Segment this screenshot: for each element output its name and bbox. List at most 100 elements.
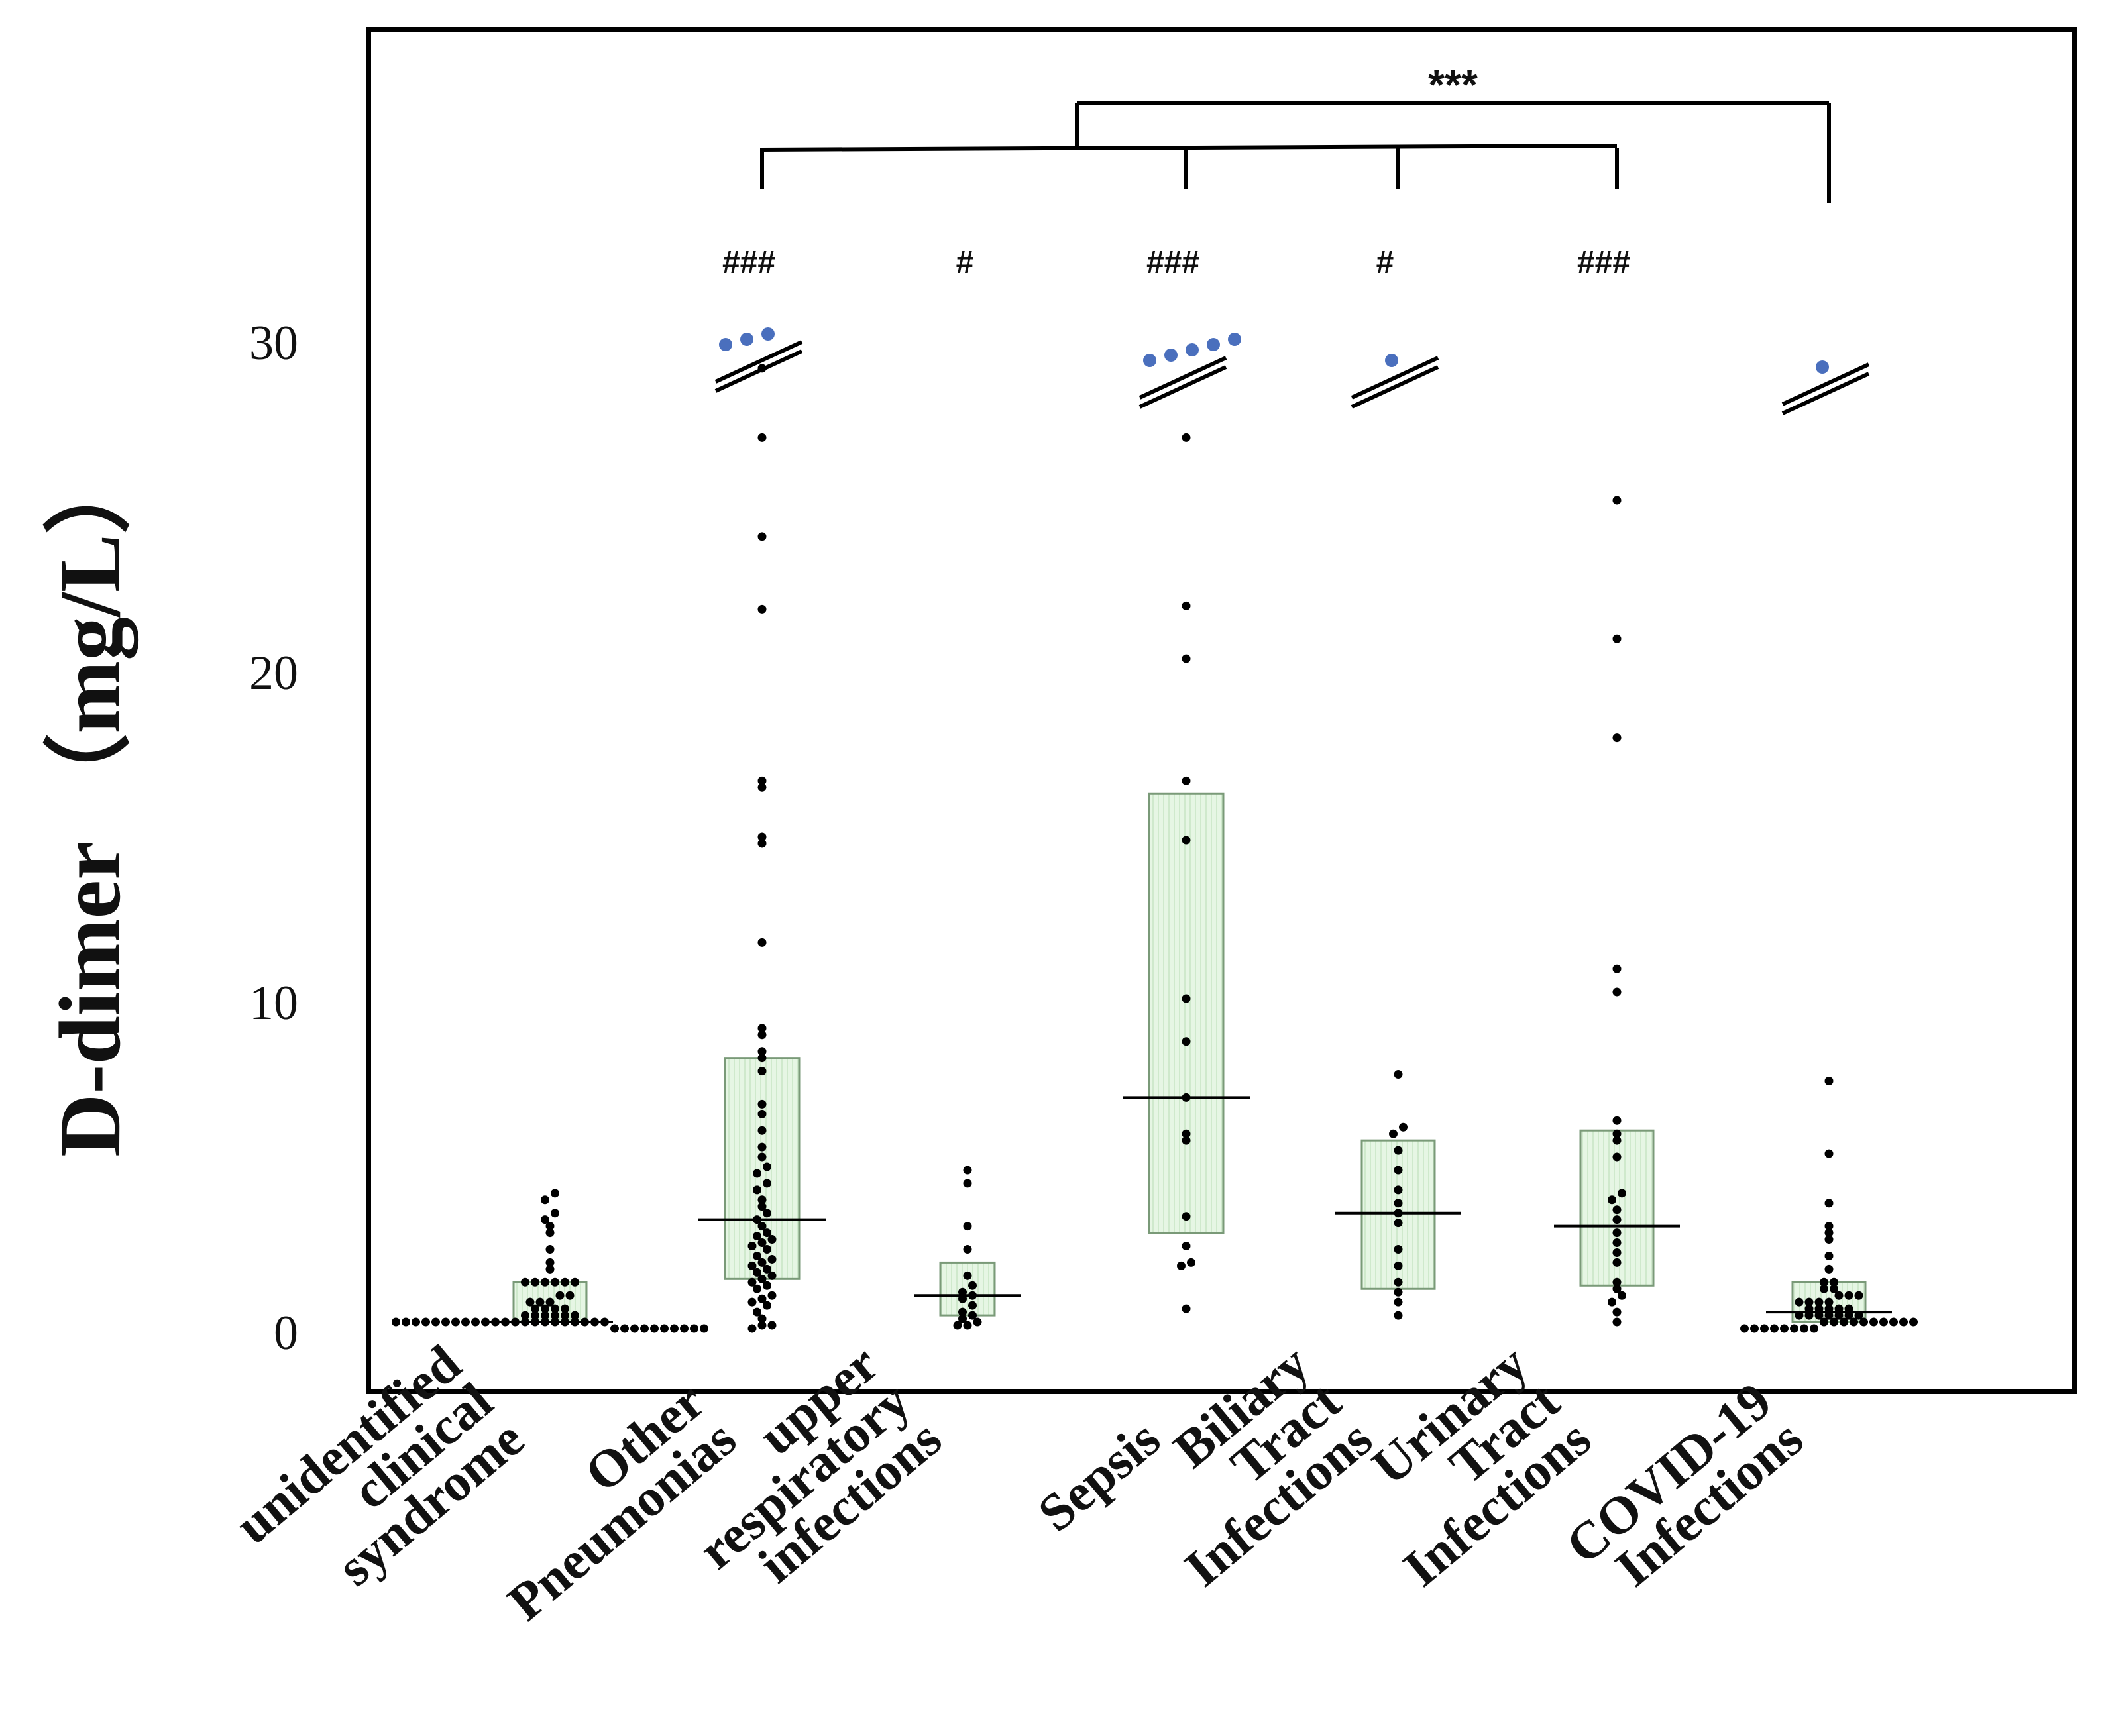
sepsis-point-3 xyxy=(1182,776,1191,785)
urinary-tract-infections-point-21 xyxy=(1612,1307,1622,1317)
unidentified-clinical-syndrome-point-52 xyxy=(610,1324,619,1333)
unidentified-clinical-syndrome-point-6 xyxy=(545,1245,555,1254)
unidentified-clinical-syndrome-point-29 xyxy=(571,1311,579,1320)
covid-19-infections-point-44 xyxy=(1869,1317,1878,1327)
biliary-tract-infections-point-0 xyxy=(1394,1070,1403,1079)
sepsis-axis-break-1 xyxy=(1138,365,1227,409)
other-pneumonias-point-51 xyxy=(747,1324,757,1333)
urinary-tract-infections-point-7 xyxy=(1612,1136,1622,1145)
unidentified-clinical-syndrome-point-17 xyxy=(545,1297,555,1307)
covid-19-infections-point-48 xyxy=(1909,1317,1918,1327)
sepsis-point-10 xyxy=(1182,1212,1191,1221)
unidentified-clinical-syndrome-point-8 xyxy=(545,1264,555,1274)
covid-19-infections-axis-break-0 xyxy=(1781,362,1870,406)
unidentified-clinical-syndrome-point-31 xyxy=(402,1317,410,1327)
unidentified-clinical-syndrome-point-19 xyxy=(565,1291,575,1300)
sepsis-outlier-0 xyxy=(1143,354,1156,367)
sepsis-label-line-0: Sepsis xyxy=(1028,1409,1172,1543)
upper-respiratory-infections-point-9 xyxy=(958,1307,967,1317)
unidentified-clinical-syndrome-point-13 xyxy=(561,1277,569,1287)
other-pneumonias-point-33 xyxy=(753,1251,761,1260)
unidentified-clinical-syndrome-point-55 xyxy=(640,1324,649,1333)
urinary-tract-infections-point-14 xyxy=(1612,1238,1622,1248)
urinary-tract-infections-point-15 xyxy=(1612,1248,1622,1257)
sepsis-point-0 xyxy=(1182,433,1191,442)
sepsis-label: Sepsis xyxy=(1028,1409,1172,1543)
other-pneumonias-point-11 xyxy=(757,1047,767,1056)
upper-respiratory-infections-point-1 xyxy=(963,1179,972,1188)
sepsis-axis-break-0 xyxy=(1138,356,1227,400)
y-axis-label: D-dimer （mg/L） xyxy=(41,447,138,1157)
upper-respiratory-infections-point-14 xyxy=(963,1321,972,1330)
unidentified-clinical-syndrome-point-36 xyxy=(451,1317,460,1327)
covid-19-infections-point-34 xyxy=(1770,1324,1779,1333)
covid-19-infections-point-0 xyxy=(1824,1077,1834,1086)
covid-19-infections-point-3 xyxy=(1824,1222,1834,1231)
biliary-tract-infections-point-13 xyxy=(1394,1297,1403,1307)
covid-19-infections-point-45 xyxy=(1879,1317,1888,1327)
covid-19-infections-point-40 xyxy=(1830,1317,1838,1327)
upper-respiratory-infections-point-11 xyxy=(958,1314,967,1323)
biliary-tract-infections-point-3 xyxy=(1394,1146,1403,1155)
upper-respiratory-infections-point-6 xyxy=(968,1281,977,1290)
other-pneumonias-point-18 xyxy=(757,1152,767,1162)
other-pneumonias-point-48 xyxy=(753,1307,761,1317)
sepsis-point-8 xyxy=(1182,1129,1191,1138)
unidentified-clinical-syndrome-point-28 xyxy=(561,1311,569,1320)
unidentified-clinical-syndrome-point-22 xyxy=(551,1304,559,1313)
other-pneumonias-outlier-0 xyxy=(719,338,732,351)
covid-19-infections-point-17 xyxy=(1844,1291,1853,1300)
y-tick-label-20: 20 xyxy=(249,646,298,700)
covid-19-infections-point-4 xyxy=(1824,1228,1834,1238)
other-pneumonias-significance: ### xyxy=(722,245,775,280)
sepsis-point-13 xyxy=(1187,1258,1195,1267)
sepsis-point-11 xyxy=(1182,1242,1191,1251)
other-pneumonias-point-42 xyxy=(767,1271,777,1280)
unidentified-clinical-syndrome-point-30 xyxy=(392,1317,400,1327)
unidentified-clinical-syndrome-point-38 xyxy=(471,1317,480,1327)
unidentified-clinical-syndrome-point-56 xyxy=(650,1324,659,1333)
unidentified-clinical-syndrome-point-24 xyxy=(521,1311,529,1320)
y-tick-label-0: 0 xyxy=(274,1306,298,1360)
unidentified-clinical-syndrome-point-27 xyxy=(551,1311,559,1320)
unidentified-clinical-syndrome-point-11 xyxy=(541,1277,549,1287)
plot-frame xyxy=(366,27,2077,1394)
unidentified-clinical-syndrome-point-35 xyxy=(441,1317,450,1327)
unidentified-clinical-syndrome-point-0 xyxy=(541,1195,549,1205)
other-pneumonias-point-2 xyxy=(757,532,767,541)
urinary-tract-infections-significance: ### xyxy=(1577,245,1630,280)
sepsis-significance: ### xyxy=(1146,245,1199,280)
covid-19-infections-point-38 xyxy=(1810,1324,1818,1333)
urinary-tract-infections-point-11 xyxy=(1612,1205,1622,1215)
upper-respiratory-infections-iqr-box xyxy=(939,1261,996,1317)
other-pneumonias-point-15 xyxy=(757,1109,767,1118)
biliary-tract-infections-point-2 xyxy=(1399,1122,1408,1132)
unidentified-clinical-syndrome-point-39 xyxy=(481,1317,490,1327)
unidentified-clinical-syndrome-point-57 xyxy=(660,1324,669,1333)
covid-19-infections-point-41 xyxy=(1840,1317,1848,1327)
sepsis-point-5 xyxy=(1182,994,1191,1003)
upper-respiratory-infections-point-3 xyxy=(963,1245,972,1254)
urinary-tract-infections-point-22 xyxy=(1612,1317,1622,1327)
other-pneumonias-point-6 xyxy=(757,832,767,841)
other-pneumonias-point-43 xyxy=(753,1284,761,1293)
urinary-tract-infections-point-12 xyxy=(1612,1215,1622,1224)
other-pneumonias-point-7 xyxy=(757,839,767,848)
covid-19-infections-point-35 xyxy=(1780,1324,1789,1333)
sepsis-point-2 xyxy=(1182,654,1191,663)
other-pneumonias-point-38 xyxy=(753,1268,761,1277)
biliary-tract-infections-point-11 xyxy=(1394,1277,1403,1287)
biliary-tract-infections-outlier-0 xyxy=(1385,354,1398,367)
unidentified-clinical-syndrome-point-15 xyxy=(526,1297,535,1307)
other-pneumonias-outlier-2 xyxy=(761,327,775,341)
other-pneumonias-point-8 xyxy=(757,938,767,947)
other-pneumonias-outlier-1 xyxy=(740,333,753,346)
other-pneumonias-point-35 xyxy=(747,1261,757,1270)
unidentified-clinical-syndrome-point-18 xyxy=(555,1291,565,1300)
covid-19-infections-point-36 xyxy=(1790,1324,1798,1333)
sepsis-point-1 xyxy=(1182,601,1191,610)
unidentified-clinical-syndrome-point-20 xyxy=(531,1304,539,1313)
covid-19-infections-point-7 xyxy=(1824,1264,1834,1274)
unidentified-clinical-syndrome-point-34 xyxy=(431,1317,440,1327)
